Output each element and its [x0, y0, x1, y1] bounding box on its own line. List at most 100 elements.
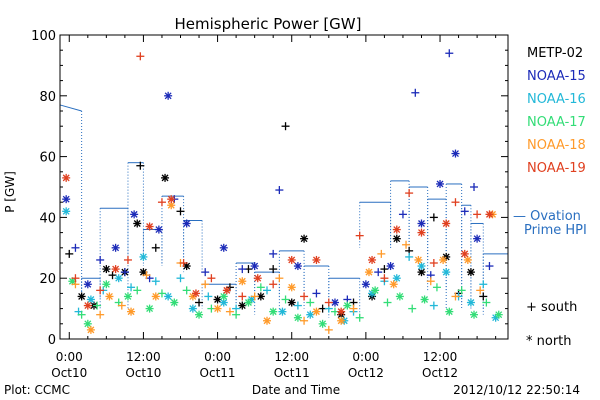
plot-frame: [59, 34, 509, 340]
data-point-south: [133, 286, 142, 295]
data-point-south: [476, 286, 485, 295]
data-point-north: [445, 307, 454, 316]
data-point-north: [164, 91, 173, 100]
data-point-north: [213, 295, 222, 304]
data-point-south: [473, 210, 482, 219]
data-point-south: [96, 310, 105, 319]
data-point-south: [120, 268, 129, 277]
data-point-south: [281, 122, 290, 131]
data-point-south: [96, 286, 105, 295]
data-point-south: [238, 265, 247, 274]
data-point-south: [179, 259, 188, 267]
data-point-north: [293, 262, 302, 271]
data-point-north: [337, 316, 346, 325]
data-point-north: [417, 262, 426, 271]
data-point-south: [485, 262, 494, 271]
data-point-north: [451, 149, 460, 158]
x-axis-label: Date and Time: [252, 383, 340, 397]
data-point-north: [312, 255, 321, 264]
data-point-north: [287, 298, 296, 307]
ovation-prime-hpi-line: [59, 104, 509, 318]
data-point-north: [414, 255, 423, 264]
data-point-south: [127, 283, 136, 292]
data-point-south: [470, 183, 479, 191]
data-point-north: [417, 219, 426, 228]
data-point-north: [395, 292, 404, 301]
data-point-south: [457, 286, 466, 295]
data-point-north: [253, 274, 262, 283]
x-tick-date-label: Oct10: [51, 366, 87, 380]
y-tick-label: 20: [39, 272, 56, 287]
data-point-south: [182, 286, 191, 295]
data-point-south: [117, 301, 126, 310]
data-point-south: [411, 88, 420, 97]
data-point-north: [439, 255, 448, 264]
legend-item-noaa-15: NOAA-15: [527, 69, 586, 84]
x-tick-time-label: 0:00: [56, 350, 83, 364]
data-point-north: [145, 304, 154, 313]
data-point-south: [405, 252, 414, 261]
data-point-north: [83, 301, 92, 310]
data-point-north: [343, 301, 352, 310]
data-point-south: [482, 298, 491, 307]
data-point-south: [157, 289, 166, 298]
data-point-south: [269, 265, 278, 274]
axes: 0 20 40 60 80 100 0:00 Oct10 12:00 Oct10 0:00 Oct11…: [31, 29, 509, 380]
data-point-north: [151, 292, 160, 301]
data-point-south: [108, 271, 117, 280]
data-point-north: [250, 262, 259, 271]
legend: METP-02 NOAA-15 NOAA-16 NOAA-17 NOAA-18 NOAA-…: [527, 46, 586, 176]
data-point-north: [133, 219, 142, 228]
data-point-north: [213, 304, 222, 313]
data-point-south: [451, 198, 460, 207]
data-point-north: [485, 210, 494, 219]
legend-item-metp-02: METP-02: [527, 46, 583, 61]
data-point-north: [494, 310, 503, 319]
data-point-north: [123, 292, 132, 301]
data-point-south: [250, 292, 259, 301]
data-point-north: [167, 195, 176, 204]
data-point-south: [479, 292, 488, 301]
data-point-south: [151, 277, 160, 286]
x-tick-time-label: 12:00: [274, 350, 309, 364]
y-tick-label: 40: [39, 211, 56, 226]
data-point-south: [96, 255, 105, 264]
data-point-south: [269, 280, 278, 289]
data-point-south: [207, 274, 216, 283]
data-point-south: [377, 249, 386, 258]
data-point-south: [71, 243, 80, 252]
data-point-north: [278, 307, 287, 316]
north-marker-legend: * north: [526, 334, 572, 349]
data-point-south: [65, 249, 74, 258]
data-point-north: [111, 243, 120, 252]
data-point-south: [355, 231, 364, 240]
legend-item-noaa-18: NOAA-18: [527, 138, 586, 153]
data-point-south: [429, 213, 438, 222]
data-point-north: [222, 286, 231, 295]
data-point-north: [244, 298, 253, 307]
data-point-north: [420, 295, 429, 304]
data-point-north: [145, 222, 154, 231]
data-point-north: [62, 173, 71, 182]
data-point-south: [374, 268, 383, 277]
data-point-south: [300, 292, 309, 301]
data-point-north: [287, 255, 296, 264]
data-point-north: [195, 310, 204, 319]
data-point-south: [93, 301, 102, 310]
data-point-south: [405, 189, 414, 198]
data-point-south: [479, 280, 488, 289]
data-point-south: [176, 207, 185, 216]
data-point-north: [312, 307, 321, 316]
data-point-north: [269, 307, 278, 316]
x-tick-time-label: 12:00: [423, 350, 458, 364]
data-point-north: [442, 268, 451, 277]
data-point-south: [460, 207, 469, 216]
data-point-north: [62, 195, 71, 204]
data-point-north: [417, 228, 426, 237]
data-point-north: [371, 286, 380, 295]
data-point-north: [188, 304, 197, 313]
data-point-south: [432, 283, 441, 292]
x-tick-date-label: Oct11: [274, 366, 310, 380]
data-point-north: [86, 295, 95, 304]
data-point-south: [408, 304, 417, 313]
